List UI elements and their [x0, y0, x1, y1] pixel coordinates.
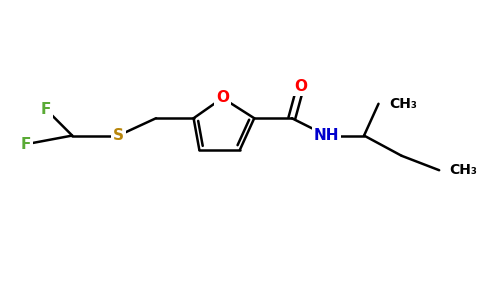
- Text: CH₃: CH₃: [389, 97, 417, 111]
- Text: F: F: [21, 137, 31, 152]
- Text: O: O: [216, 91, 229, 106]
- Text: NH: NH: [314, 128, 339, 143]
- Text: CH₃: CH₃: [450, 163, 477, 177]
- Text: F: F: [41, 102, 51, 117]
- Text: O: O: [294, 79, 307, 94]
- Text: S: S: [113, 128, 124, 143]
